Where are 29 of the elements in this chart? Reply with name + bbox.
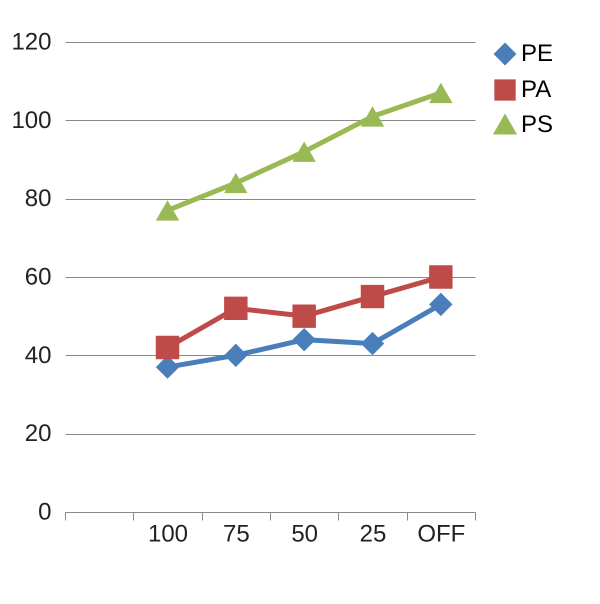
point (224, 296, 248, 320)
point (156, 200, 180, 221)
x-tick-label: OFF (417, 520, 466, 548)
y-tick-label: 20 (24, 420, 52, 448)
legend-label: PS (521, 111, 554, 138)
y-tick-label: 60 (24, 264, 52, 290)
legend-label: PA (521, 76, 552, 103)
y-tick-label: 80 (24, 185, 52, 212)
x-tick-label: 100 (148, 520, 188, 548)
point (360, 284, 384, 308)
point (292, 304, 316, 328)
point (156, 336, 180, 360)
point (429, 82, 453, 104)
legend-label: PE (521, 40, 554, 67)
point (224, 344, 248, 368)
y-tick-label: 100 (11, 106, 52, 134)
point (224, 172, 248, 194)
point (292, 328, 316, 352)
x-tick-label: 75 (222, 520, 250, 548)
x-tick-label: 50 (291, 520, 318, 548)
y-tick-label: 120 (11, 28, 52, 56)
y-tick-label: 40 (24, 342, 52, 369)
point (429, 292, 453, 316)
x-tick-label: 25 (360, 520, 386, 548)
point (292, 142, 316, 162)
y-tick-label: 0 (38, 498, 52, 526)
point (360, 332, 384, 356)
point (360, 106, 384, 127)
point (429, 265, 453, 289)
